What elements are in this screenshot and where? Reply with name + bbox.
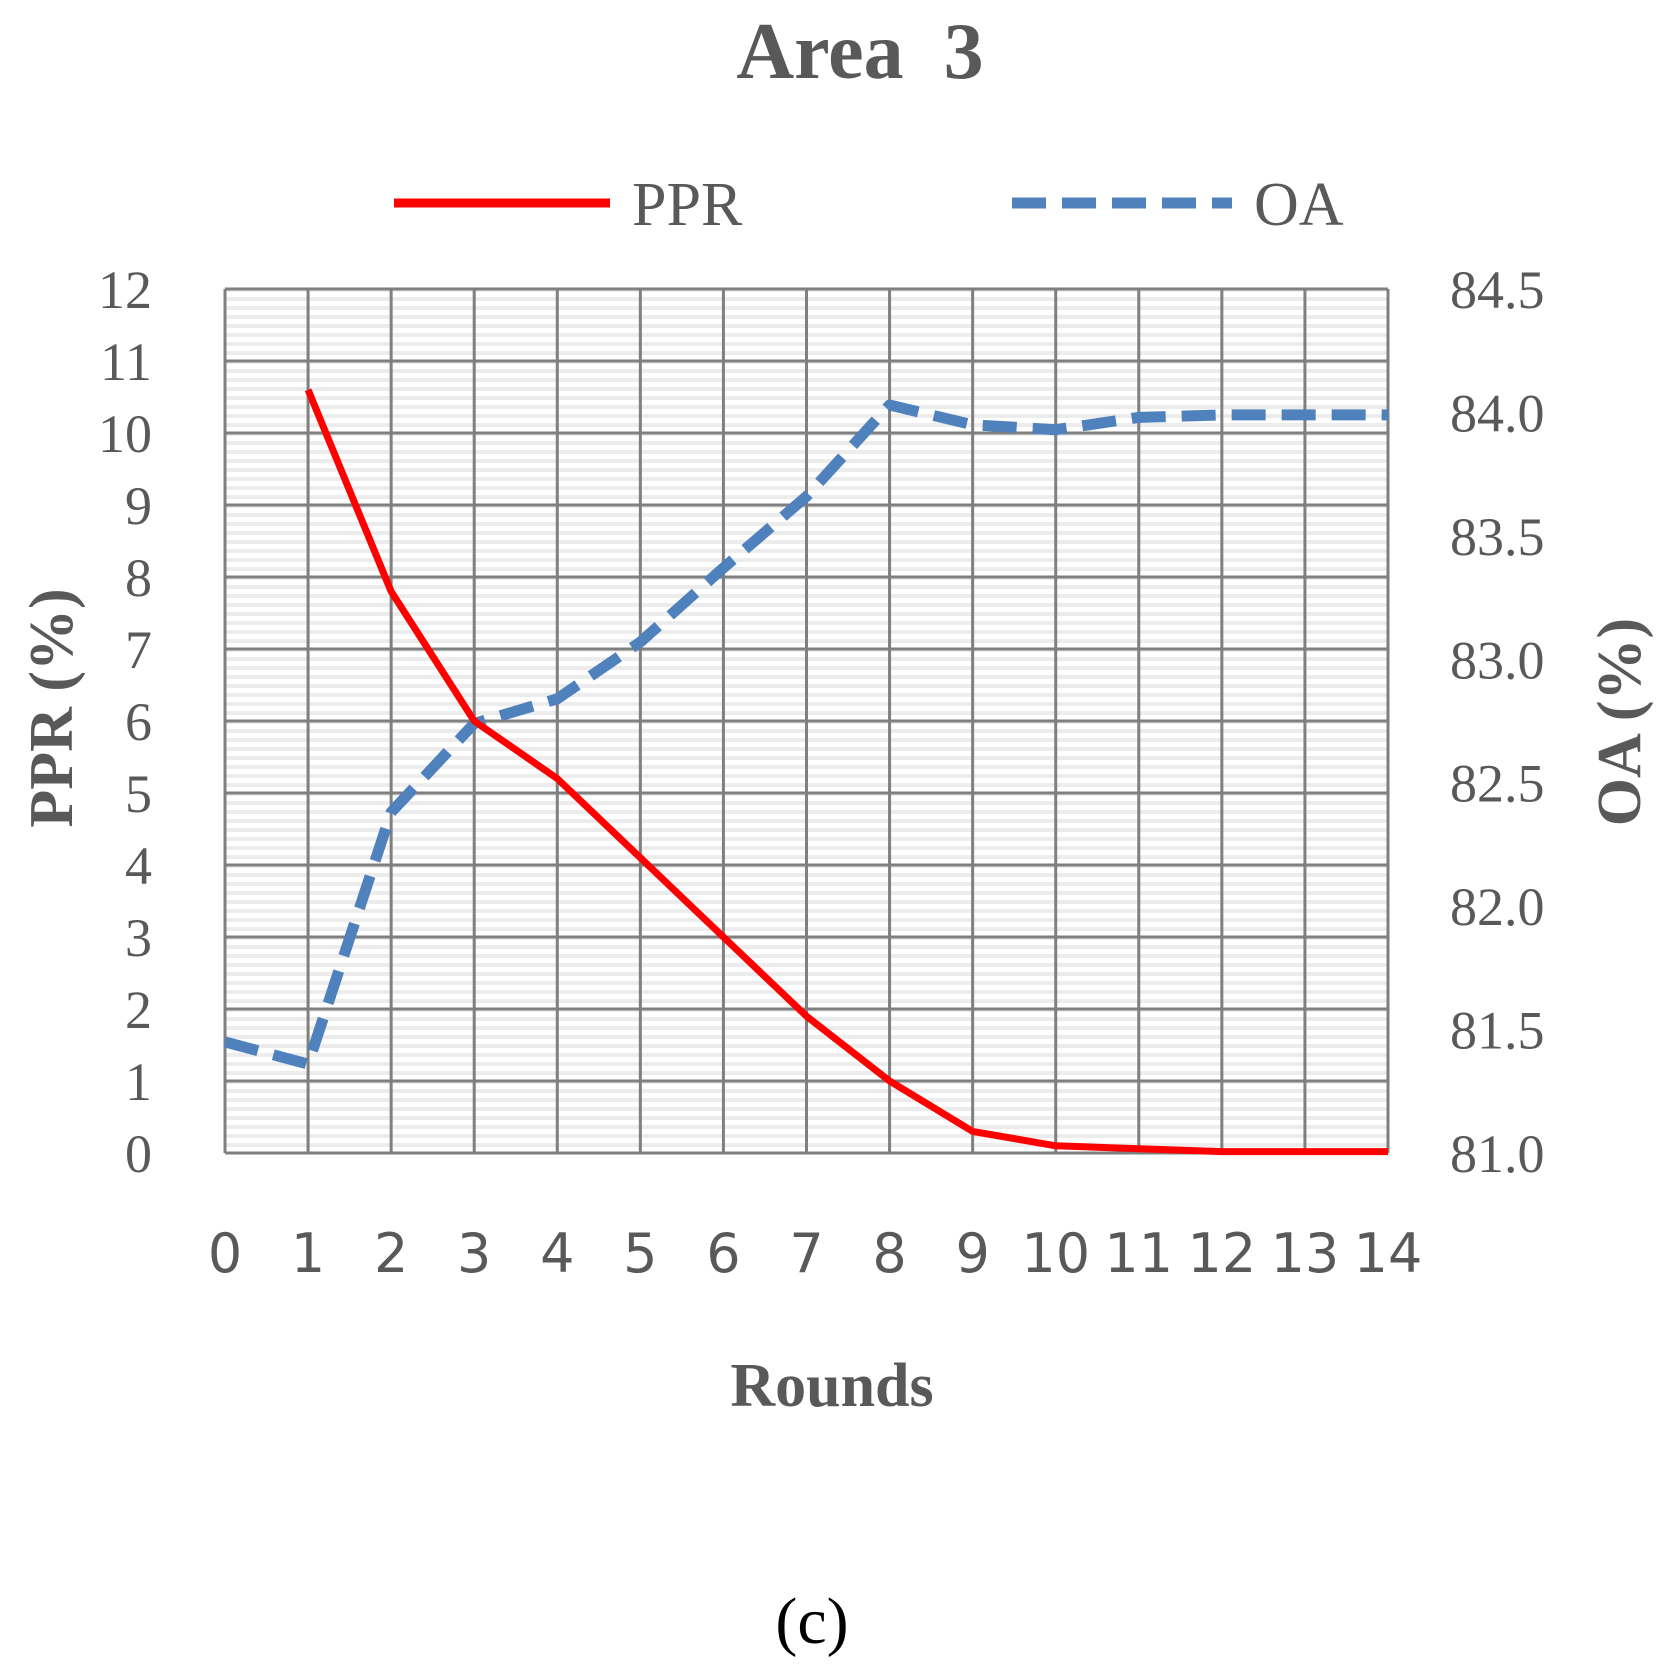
y-axis-right-title: OA (%) (1586, 618, 1654, 826)
legend: PPR OA (394, 171, 1344, 239)
y-tick-label-left: 2 (125, 980, 152, 1040)
y-tick-label-right: 82.0 (1450, 877, 1545, 937)
x-tick-label: 2 (374, 1222, 408, 1285)
y-tick-label-left: 3 (125, 908, 152, 968)
y-tick-label-left: 0 (125, 1124, 152, 1184)
y-tick-label-left: 7 (125, 620, 152, 680)
x-tick-label: 8 (872, 1222, 906, 1285)
legend-label-oa: OA (1254, 171, 1344, 239)
y-tick-label-left: 1 (125, 1052, 152, 1112)
y-tick-label-right: 84.5 (1450, 260, 1545, 320)
y-tick-label-left: 12 (98, 260, 152, 320)
chart-title: Area 3 (736, 8, 983, 96)
figure-caption: (c) (775, 1585, 848, 1658)
x-tick-label: 4 (540, 1222, 574, 1285)
y-tick-label-left: 11 (100, 332, 152, 392)
x-tick-label: 9 (955, 1222, 989, 1285)
y-tick-label-right: 83.0 (1450, 630, 1545, 690)
x-tick-label: 1 (291, 1222, 325, 1285)
x-tick-label: 11 (1104, 1222, 1173, 1285)
series-line-oa (223, 399, 1388, 1070)
legend-label-ppr: PPR (632, 171, 743, 239)
y-tick-label-right: 81.0 (1450, 1124, 1545, 1184)
y-tick-label-left: 6 (125, 692, 152, 752)
y-axis-right: 81.0 81.5 82.0 82.5 83.0 83.5 84.0 84.5 (1450, 260, 1545, 1184)
y-tick-label-left: 5 (125, 764, 152, 824)
y-tick-label-left: 9 (125, 476, 152, 536)
y-tick-label-right: 81.5 (1450, 1001, 1545, 1061)
x-tick-label: 6 (706, 1222, 740, 1285)
y-tick-label-right: 82.5 (1450, 754, 1545, 814)
x-tick-label: 0 (208, 1222, 242, 1285)
series-line-ppr (304, 388, 1388, 1156)
y-tick-label-left: 10 (98, 404, 152, 464)
y-tick-label-left: 4 (125, 836, 152, 896)
x-axis-title: Rounds (730, 1352, 933, 1420)
y-axis-left-title: PPR (%) (18, 588, 86, 827)
y-tick-label-right: 83.5 (1450, 507, 1545, 567)
x-tick-label: 12 (1187, 1222, 1256, 1285)
grid (223, 287, 1390, 1155)
x-axis: 0 1 2 3 4 5 6 7 8 9 10 11 12 13 14 (208, 1222, 1423, 1285)
y-tick-label-right: 84.0 (1450, 383, 1545, 443)
x-tick-label: 3 (457, 1222, 491, 1285)
x-tick-label: 14 (1354, 1222, 1423, 1285)
y-tick-label-left: 8 (125, 548, 152, 608)
x-tick-label: 5 (623, 1222, 657, 1285)
x-tick-label: 7 (789, 1222, 823, 1285)
x-tick-label: 13 (1271, 1222, 1340, 1285)
x-tick-label: 10 (1021, 1222, 1090, 1285)
series-layer (223, 388, 1388, 1156)
